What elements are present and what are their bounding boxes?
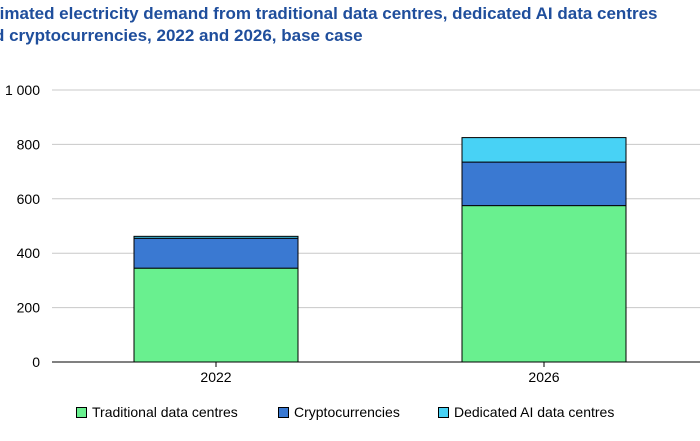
y-tick-label: 0: [32, 354, 40, 370]
legend-swatch-traditional: [76, 406, 87, 418]
legend-swatch-ai: [438, 406, 449, 418]
y-tick-label: 1 000: [5, 82, 40, 98]
chart-legend: Traditional data centres Cryptocurrencie…: [0, 404, 700, 424]
stacked-bar-chart: 0 200 400 600 800 1 000 2022 2026: [5, 82, 700, 385]
bar-ai-2026: [461, 137, 627, 163]
legend-label-ai: Dedicated AI data centres: [454, 404, 615, 420]
bar-ai-2022: [133, 235, 299, 239]
bar-crypto-2026: [461, 161, 627, 207]
legend-item-crypto: Cryptocurrencies: [278, 404, 400, 420]
y-tick-label: 200: [17, 300, 41, 316]
bar-traditional-2026: [461, 205, 627, 363]
y-tick-label: 600: [17, 191, 41, 207]
bar-traditional-2022: [133, 267, 299, 363]
y-tick-label: 400: [17, 245, 41, 261]
x-tick-label: 2022: [200, 369, 231, 385]
y-tick-label: 800: [17, 136, 41, 152]
bar-crypto-2022: [133, 237, 299, 269]
legend-label-traditional: Traditional data centres: [92, 404, 238, 420]
x-tick-label: 2026: [528, 369, 559, 385]
chart-title: timated electricity demand from traditio…: [0, 3, 700, 47]
legend-swatch-crypto: [278, 406, 289, 418]
legend-item-ai: Dedicated AI data centres: [438, 404, 614, 420]
legend-label-crypto: Cryptocurrencies: [294, 404, 400, 420]
legend-item-traditional: Traditional data centres: [76, 404, 238, 420]
chart-title-line-1: timated electricity demand from traditio…: [0, 4, 658, 23]
chart-title-line-2: d cryptocurrencies, 2022 and 2026, base …: [0, 26, 363, 45]
